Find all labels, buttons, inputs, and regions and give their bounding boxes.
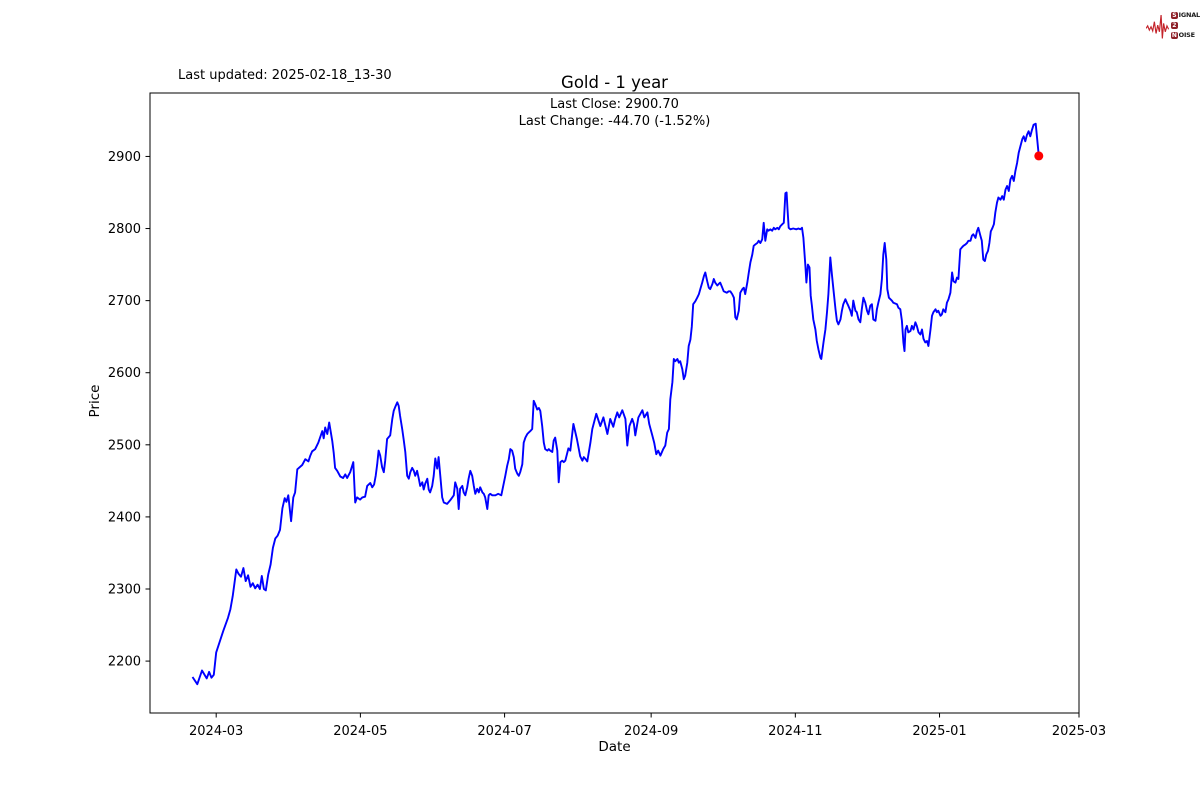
last-close-marker [1034,151,1044,161]
chart-title: Gold - 1 year [561,73,668,92]
logo-row-signal: S IGNAL [1170,11,1200,20]
last-updated-label: Last updated: 2025-02-18_13-30 [178,68,392,83]
x-tick-label: 2024-11 [768,724,822,739]
x-tick-label: 2024-09 [624,724,678,739]
brand-logo: S IGNAL 2 N OISE [1146,3,1200,48]
y-tick-label: 2600 [108,366,141,381]
x-axis-label: Date [598,739,631,755]
y-tick-label: 2200 [108,655,141,670]
plot-frame [149,92,1080,714]
y-tick-label: 2900 [108,150,141,165]
x-tick-label: 2025-01 [912,724,966,739]
y-tick-label: 2800 [108,222,141,237]
ecg-waveform-icon [1146,14,1169,39]
brand-logo-text: S IGNAL 2 N OISE [1170,11,1200,40]
y-tick-label: 2300 [108,583,141,598]
logo-badge-s: S [1170,11,1179,20]
x-tick-label: 2024-05 [333,724,387,739]
price-line [191,122,1040,686]
x-tick-label: 2025-03 [1052,724,1106,739]
x-tick-label: 2024-03 [189,724,243,739]
logo-row-2: 2 [1170,21,1200,30]
x-tick-label: 2024-07 [477,724,531,739]
y-tick-label: 2400 [108,510,141,525]
annotation-last-change: Last Change: -44.70 (-1.52%) [518,114,711,129]
logo-row-noise: N OISE [1170,31,1195,40]
annotation-last-close: Last Close: 2900.70 [550,97,679,112]
y-tick-label: 2500 [108,438,141,453]
logo-badge-2: 2 [1170,21,1179,30]
y-tick-label: 2700 [108,294,141,309]
logo-badge-n: N [1170,31,1179,40]
